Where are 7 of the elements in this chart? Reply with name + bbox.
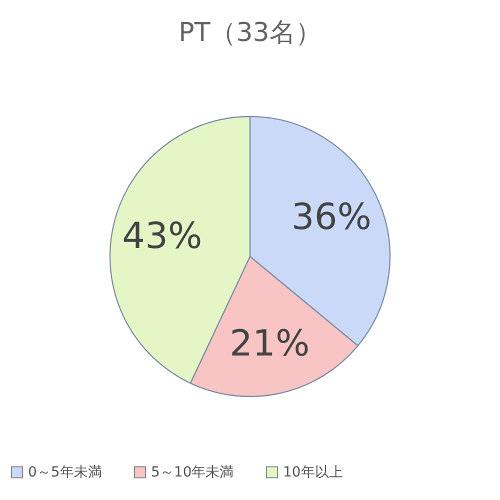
data-label: 43% bbox=[122, 216, 202, 257]
data-label: 21% bbox=[230, 323, 310, 364]
chart-title: PT（33名） bbox=[178, 18, 322, 48]
legend-label: 10年以上 bbox=[283, 464, 343, 480]
legend-label: 5～10年未満 bbox=[151, 464, 234, 480]
data-label: 36% bbox=[291, 197, 372, 238]
legend-label: 0～5年未満 bbox=[28, 464, 102, 480]
